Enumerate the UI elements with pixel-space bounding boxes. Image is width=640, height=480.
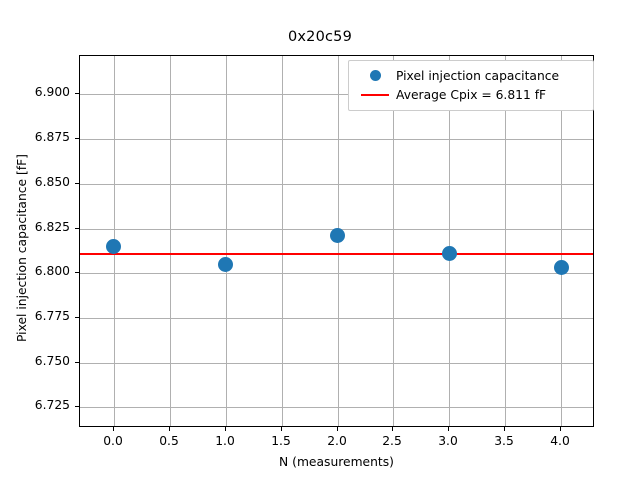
gridline-horizontal: [80, 94, 593, 95]
y-axis-tick: [75, 317, 79, 318]
gridline-vertical: [393, 56, 394, 426]
line-marker-icon: [356, 93, 394, 96]
gridline-horizontal: [80, 184, 593, 185]
y-axis-tick: [75, 138, 79, 139]
gridline-vertical: [561, 56, 562, 426]
x-axis-tick-label: 2.5: [382, 434, 402, 448]
y-axis-tick: [75, 93, 79, 94]
data-point: [218, 256, 234, 272]
y-axis-tick-label: 6.800: [34, 264, 70, 278]
gridline-horizontal: [80, 273, 593, 274]
legend-label: Pixel injection capacitance: [396, 68, 560, 83]
y-axis-tick-label: 6.875: [34, 130, 70, 144]
gridline-vertical: [505, 56, 506, 426]
gridline-vertical: [170, 56, 171, 426]
x-axis-tick-label: 3.0: [438, 434, 458, 448]
page-title: 0x20c59: [287, 29, 353, 45]
y-axis-tick-label: 6.775: [34, 309, 70, 323]
legend-item-average: Average Cpix = 6.811 fF: [356, 85, 586, 104]
y-axis-tick-label: 6.850: [34, 175, 70, 189]
y-axis-tick: [75, 272, 79, 273]
data-point: [441, 246, 457, 262]
x-axis-tick-label: 3.5: [494, 434, 514, 448]
y-axis-tick: [75, 228, 79, 229]
x-axis-tick: [281, 427, 282, 431]
legend-item-series: Pixel injection capacitance: [356, 66, 586, 85]
gridline-horizontal: [80, 318, 593, 319]
data-point: [553, 260, 569, 276]
gridline-vertical: [282, 56, 283, 426]
data-point: [106, 238, 122, 254]
x-axis-tick: [169, 427, 170, 431]
x-axis-tick: [113, 427, 114, 431]
x-axis-tick: [560, 427, 561, 431]
y-axis-tick-label: 6.750: [34, 354, 70, 368]
y-axis-tick: [75, 362, 79, 363]
data-layer: [80, 56, 593, 426]
x-axis-tick: [448, 427, 449, 431]
y-axis-tick-label: 6.725: [34, 398, 70, 412]
plot-area: [79, 55, 594, 427]
legend: Pixel injection capacitance Average Cpix…: [348, 60, 594, 111]
y-axis-tick: [75, 183, 79, 184]
y-axis-tick-label: 6.825: [34, 220, 70, 234]
x-axis-tick-label: 0.5: [159, 434, 179, 448]
gridline-horizontal: [80, 363, 593, 364]
gridline-vertical: [226, 56, 227, 426]
x-axis-tick-label: 0.0: [103, 434, 123, 448]
x-axis-tick: [392, 427, 393, 431]
y-axis-tick: [75, 406, 79, 407]
gridline-horizontal: [80, 139, 593, 140]
x-axis-label: N (measurements): [279, 455, 394, 469]
legend-label: Average Cpix = 6.811 fF: [396, 87, 547, 102]
data-point: [330, 228, 345, 244]
x-axis-tick-label: 4.0: [550, 434, 570, 448]
x-axis-tick: [225, 427, 226, 431]
average-line: [80, 252, 593, 255]
y-axis-label: Pixel injection capacitance [fF]: [15, 154, 29, 342]
x-axis-tick-label: 2.0: [327, 434, 347, 448]
x-axis-tick-label: 1.0: [215, 434, 235, 448]
y-axis-tick-label: 6.900: [34, 85, 70, 99]
x-axis-tick: [337, 427, 338, 431]
circle-marker-icon: [356, 70, 394, 81]
gridline-horizontal: [80, 407, 593, 408]
gridline-vertical: [449, 56, 450, 426]
x-axis-tick-label: 1.5: [271, 434, 291, 448]
x-axis-tick: [504, 427, 505, 431]
